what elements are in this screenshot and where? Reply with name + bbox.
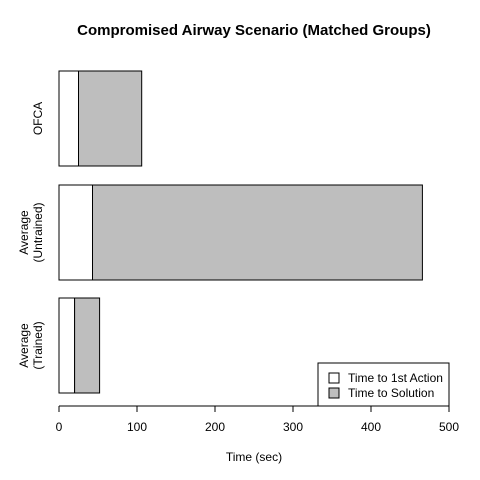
x-tick-label: 300 xyxy=(283,420,303,434)
bar-first-action-1 xyxy=(58,184,93,281)
bar-solution-2 xyxy=(78,70,143,167)
category-label: (Untrained) xyxy=(31,202,45,262)
category-label: OFCA xyxy=(31,102,45,135)
bar-solution-1 xyxy=(92,184,423,281)
x-tick-label: 100 xyxy=(127,420,147,434)
legend-label: Time to 1st Action xyxy=(348,371,443,385)
legend-swatch xyxy=(328,372,340,384)
bars-layer xyxy=(58,70,423,394)
x-axis: 0 100 200 300 400 500 xyxy=(56,405,459,434)
x-axis-label: Time (sec) xyxy=(226,450,282,464)
y-axis-labels: Average (Trained)Average (Untrained)OFCA xyxy=(17,102,45,370)
category-label: Average xyxy=(17,323,31,368)
legend-label: Time to Solution xyxy=(348,386,434,400)
bar-first-action-2 xyxy=(58,70,79,167)
bar-first-action-0 xyxy=(58,297,76,394)
x-tick-label: 0 xyxy=(56,420,63,434)
legend-box xyxy=(317,362,450,407)
chart-title: Compromised Airway Scenario (Matched Gro… xyxy=(77,22,431,39)
x-tick-label: 500 xyxy=(439,420,459,434)
bar-solution-0 xyxy=(74,297,101,394)
category-label: (Trained) xyxy=(31,321,45,369)
legend-swatch xyxy=(328,387,340,399)
category-label: Average xyxy=(17,210,31,255)
x-tick-label: 200 xyxy=(205,420,225,434)
x-tick-label: 400 xyxy=(361,420,381,434)
